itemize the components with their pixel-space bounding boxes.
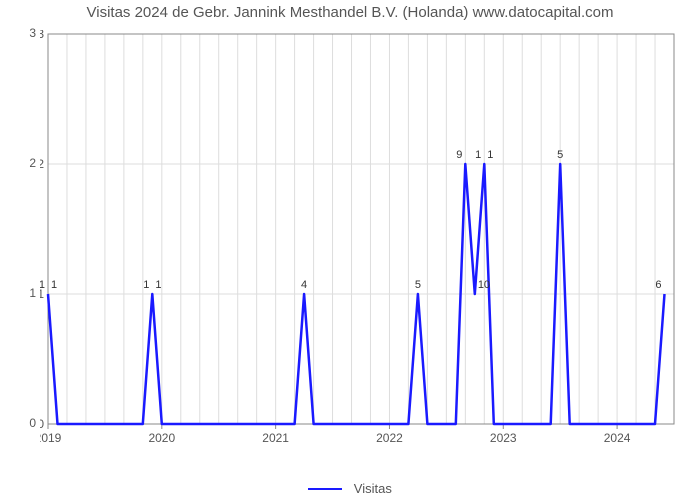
svg-text:4: 4: [301, 279, 307, 291]
svg-text:1: 1: [475, 149, 481, 161]
svg-text:9: 9: [456, 149, 462, 161]
legend-label: Visitas: [354, 481, 392, 496]
y-tick-label: 0: [16, 416, 36, 430]
legend: Visitas: [0, 480, 700, 496]
svg-text:6: 6: [655, 279, 661, 291]
svg-text:3: 3: [40, 30, 44, 41]
chart-svg: 0123201920202021202220232024111145910115…: [40, 30, 680, 450]
svg-text:10: 10: [478, 279, 490, 291]
svg-text:5: 5: [415, 279, 421, 291]
y-tick-label: 1: [16, 286, 36, 300]
svg-text:1: 1: [143, 279, 149, 291]
svg-text:2022: 2022: [376, 431, 403, 445]
svg-text:1: 1: [51, 279, 57, 291]
svg-text:2019: 2019: [40, 431, 62, 445]
svg-text:1: 1: [155, 279, 161, 291]
svg-text:1: 1: [40, 279, 45, 291]
svg-text:2: 2: [40, 157, 44, 171]
svg-text:2023: 2023: [490, 431, 517, 445]
svg-text:2021: 2021: [262, 431, 289, 445]
chart-title: Visitas 2024 de Gebr. Jannink Mesthandel…: [0, 4, 700, 21]
svg-text:0: 0: [40, 417, 44, 431]
svg-text:1: 1: [487, 149, 493, 161]
y-tick-label: 2: [16, 156, 36, 170]
chart-container: Visitas 2024 de Gebr. Jannink Mesthandel…: [0, 0, 700, 500]
legend-swatch: [308, 488, 342, 490]
y-tick-label: 3: [16, 26, 36, 40]
svg-text:2020: 2020: [148, 431, 175, 445]
plot-area: 0123201920202021202220232024111145910115…: [40, 30, 680, 450]
svg-text:2024: 2024: [604, 431, 631, 445]
svg-text:5: 5: [557, 149, 563, 161]
